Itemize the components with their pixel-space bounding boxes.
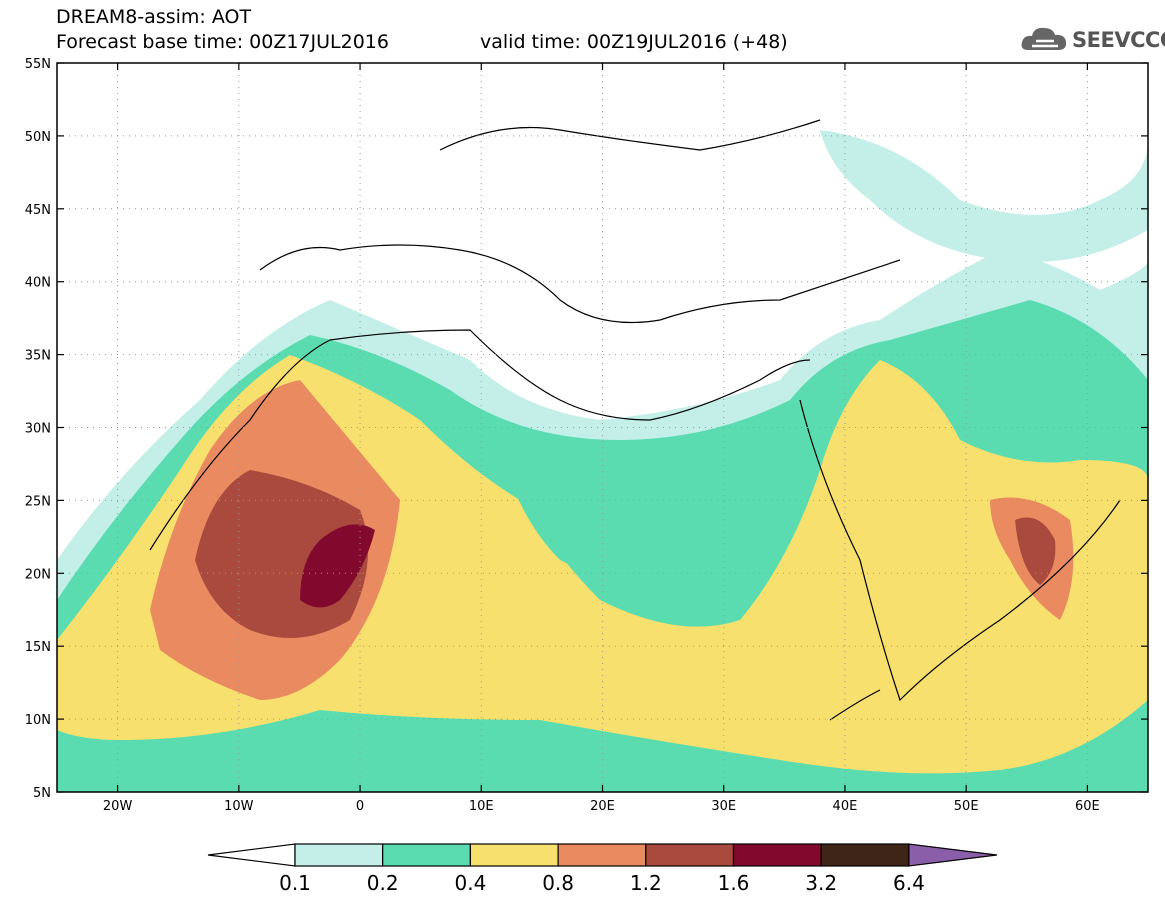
lon-tick-label: 20W [103, 799, 133, 814]
aot-band-1.6 [300, 524, 375, 608]
colorbar-label: 0.8 [542, 871, 574, 895]
colorbar-box [294, 843, 384, 867]
lat-tick-label: 5N [33, 786, 51, 801]
lat-tick-label: 45N [25, 203, 51, 218]
latitude-axis: 55N 50N 45N 40N 35N 30N 25N 20N 15N 10N 5N [25, 57, 1148, 801]
lat-tick-label: 20N [25, 567, 51, 582]
colorbar-box [382, 843, 472, 867]
colorbar-label: 6.4 [893, 871, 925, 895]
aot-field [57, 63, 1148, 792]
lon-tick-label: 60E [1075, 799, 1100, 814]
lat-tick-label: 30N [25, 422, 51, 437]
colorbar-label: 0.2 [367, 871, 399, 895]
lon-tick-label: 10E [469, 799, 494, 814]
colorbar-label: 0.4 [454, 871, 486, 895]
seevccc-logo: SEEVCCC [1020, 22, 1165, 56]
lon-tick-label: 10W [224, 799, 254, 814]
lat-tick-label: 25N [25, 494, 51, 509]
longitude-axis: 20W 10W 0 10E 20E 30E 40E 50E 60E [103, 63, 1100, 814]
colorbar-label: 1.2 [630, 871, 662, 895]
forecast-base-time: Forecast base time: 00Z17JUL2016 [56, 31, 389, 53]
colorbar-label: 3.2 [805, 871, 837, 895]
colorbar-box [645, 843, 735, 867]
lat-tick-label: 35N [25, 349, 51, 364]
colorbar-box [557, 843, 647, 867]
colorbar-box [732, 843, 822, 867]
lon-tick-label: 0 [356, 799, 364, 814]
lon-tick-label: 20E [590, 799, 615, 814]
lat-tick-label: 15N [25, 640, 51, 655]
lat-tick-label: 40N [25, 276, 51, 291]
aot-band-0.4-east [500, 443, 652, 570]
colorbar: 0.1 0.2 0.4 0.8 1.2 1.6 3.2 6.4 [207, 843, 997, 895]
colorbar-label: 0.1 [279, 871, 311, 895]
lon-tick-label: 30E [711, 799, 736, 814]
europe-coastline [259, 119, 901, 324]
colorbar-min-arrow [207, 843, 296, 867]
lat-tick-label: 55N [25, 57, 51, 72]
colorbar-label: 1.6 [718, 871, 750, 895]
valid-time: valid time: 00Z19JUL2016 (+48) [480, 31, 788, 53]
logo-text: SEEVCCC [1072, 28, 1165, 52]
coastline [149, 329, 1121, 721]
aot-band-1.2-arabia [1015, 517, 1056, 585]
lon-tick-label: 50E [954, 799, 979, 814]
colorbar-max-arrow [908, 843, 997, 867]
lat-tick-label: 10N [25, 713, 51, 728]
aot-band-0.1-north [820, 130, 1148, 262]
lon-tick-label: 40E [833, 799, 858, 814]
colorbar-box [820, 843, 910, 867]
lat-tick-label: 50N [25, 130, 51, 145]
cloud-icon [1021, 27, 1067, 50]
colorbar-box [469, 843, 559, 867]
map-title: DREAM8-assim: AOT [56, 6, 252, 28]
